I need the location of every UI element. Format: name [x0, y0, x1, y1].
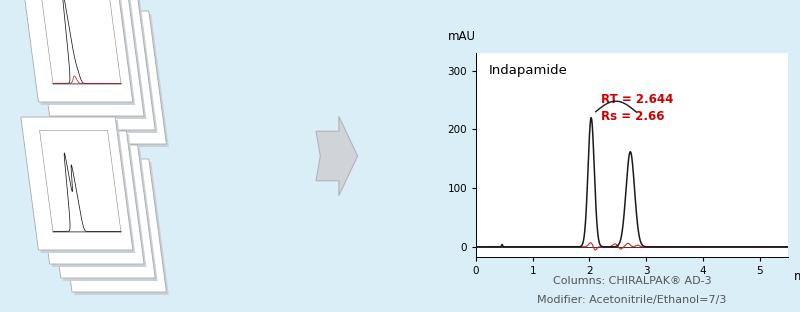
- Polygon shape: [57, 14, 169, 147]
- Polygon shape: [57, 162, 169, 295]
- Polygon shape: [23, 0, 135, 105]
- Polygon shape: [21, 117, 133, 250]
- Polygon shape: [23, 120, 135, 253]
- Polygon shape: [54, 159, 166, 292]
- Polygon shape: [46, 0, 158, 133]
- Polygon shape: [46, 148, 158, 281]
- Polygon shape: [54, 11, 166, 144]
- Polygon shape: [43, 145, 155, 278]
- Text: RT = 2.644
Rs = 2.66: RT = 2.644 Rs = 2.66: [602, 93, 674, 123]
- Polygon shape: [21, 0, 133, 102]
- Text: Indapamide: Indapamide: [489, 64, 567, 77]
- Text: Columns: CHIRALPAK® AD-3: Columns: CHIRALPAK® AD-3: [553, 276, 711, 286]
- Polygon shape: [34, 134, 146, 267]
- Text: min: min: [794, 270, 800, 283]
- Polygon shape: [34, 0, 146, 119]
- Polygon shape: [316, 116, 358, 196]
- Text: mAU: mAU: [448, 30, 476, 43]
- Polygon shape: [43, 0, 155, 130]
- Polygon shape: [32, 0, 144, 116]
- Text: Modifier: Acetonitrile/Ethanol=7/3: Modifier: Acetonitrile/Ethanol=7/3: [538, 295, 726, 305]
- Polygon shape: [32, 131, 144, 264]
